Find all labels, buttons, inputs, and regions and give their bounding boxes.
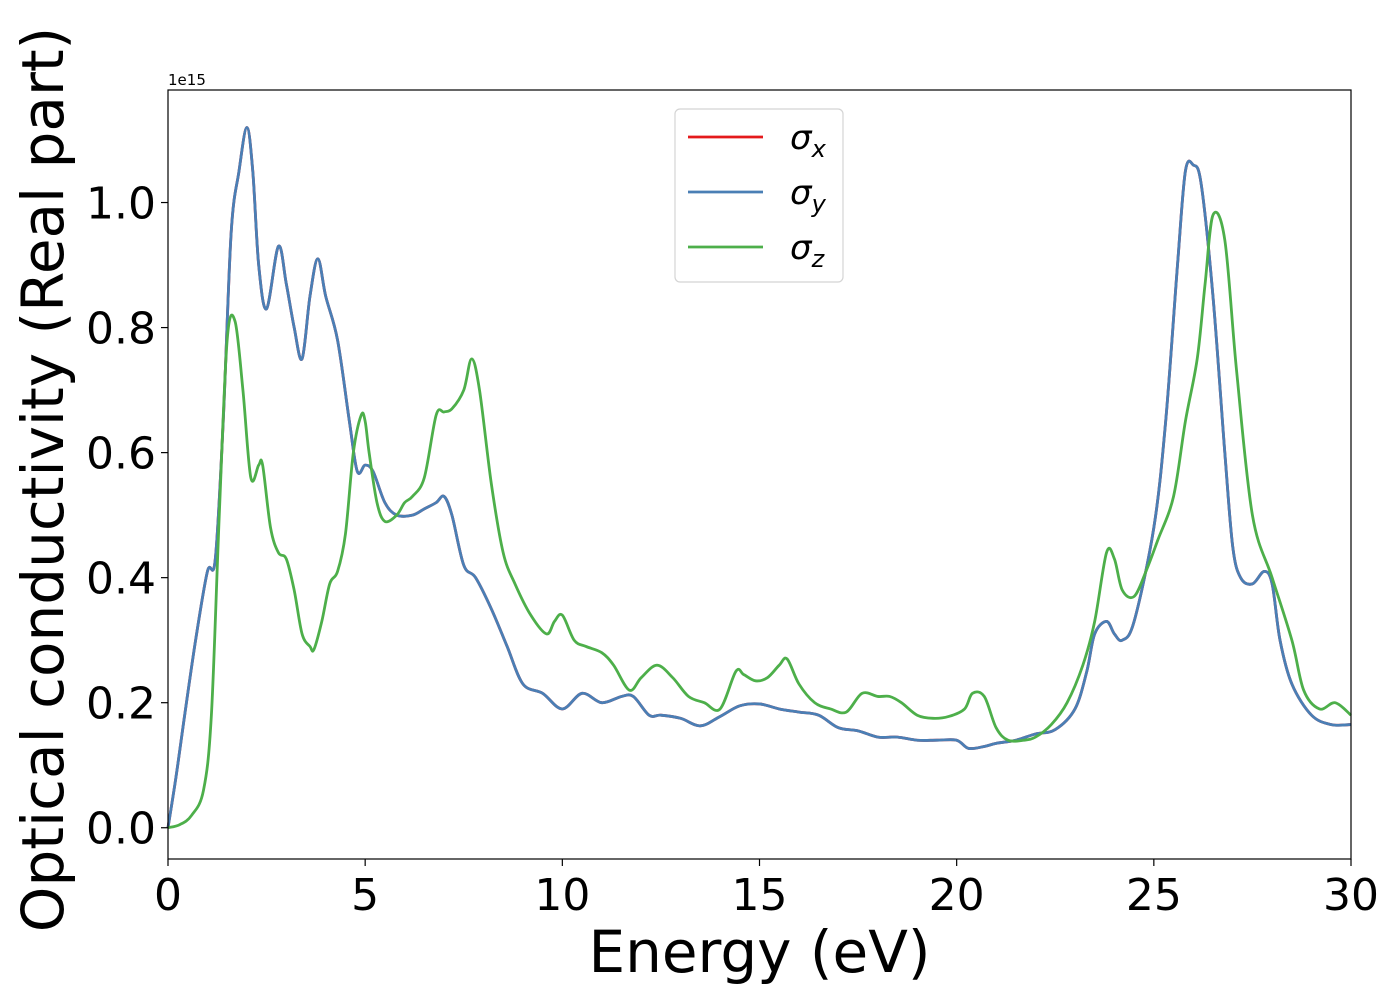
x-axis: 0 5 10 15 20 25 30 xyxy=(154,859,1379,921)
x-tick-label: 25 xyxy=(1126,870,1182,921)
y-offset-label: 1e15 xyxy=(168,71,206,89)
x-tick-label: 15 xyxy=(732,870,788,921)
legend-box xyxy=(674,108,844,283)
y-tick-label: 0.8 xyxy=(86,304,156,355)
y-axis: 0.0 0.2 0.4 0.6 0.8 1.0 xyxy=(86,179,168,855)
legend: σx σy σz xyxy=(674,108,844,283)
x-tick-label: 0 xyxy=(154,870,182,921)
series-line-z xyxy=(167,210,1352,830)
legend-label-x: σx xyxy=(790,118,827,163)
x-tick-label: 20 xyxy=(929,870,985,921)
x-tick-label: 5 xyxy=(351,870,379,921)
legend-label-z: σz xyxy=(790,228,826,273)
y-tick-label: 0.2 xyxy=(86,679,156,730)
series-layer xyxy=(166,126,1352,830)
legend-label-y: σy xyxy=(790,173,827,218)
series-line-y xyxy=(166,126,1352,828)
x-axis-title: Energy (eV) xyxy=(588,918,930,986)
y-tick-label: 1.0 xyxy=(86,179,156,230)
y-axis-title: Optical conductivity (Real part) xyxy=(9,27,77,932)
x-tick-label: 30 xyxy=(1323,870,1379,921)
y-tick-label: 0.6 xyxy=(86,429,156,480)
x-tick-label: 10 xyxy=(534,870,590,921)
y-tick-label: 0.0 xyxy=(86,804,156,855)
y-tick-label: 0.4 xyxy=(86,554,156,605)
